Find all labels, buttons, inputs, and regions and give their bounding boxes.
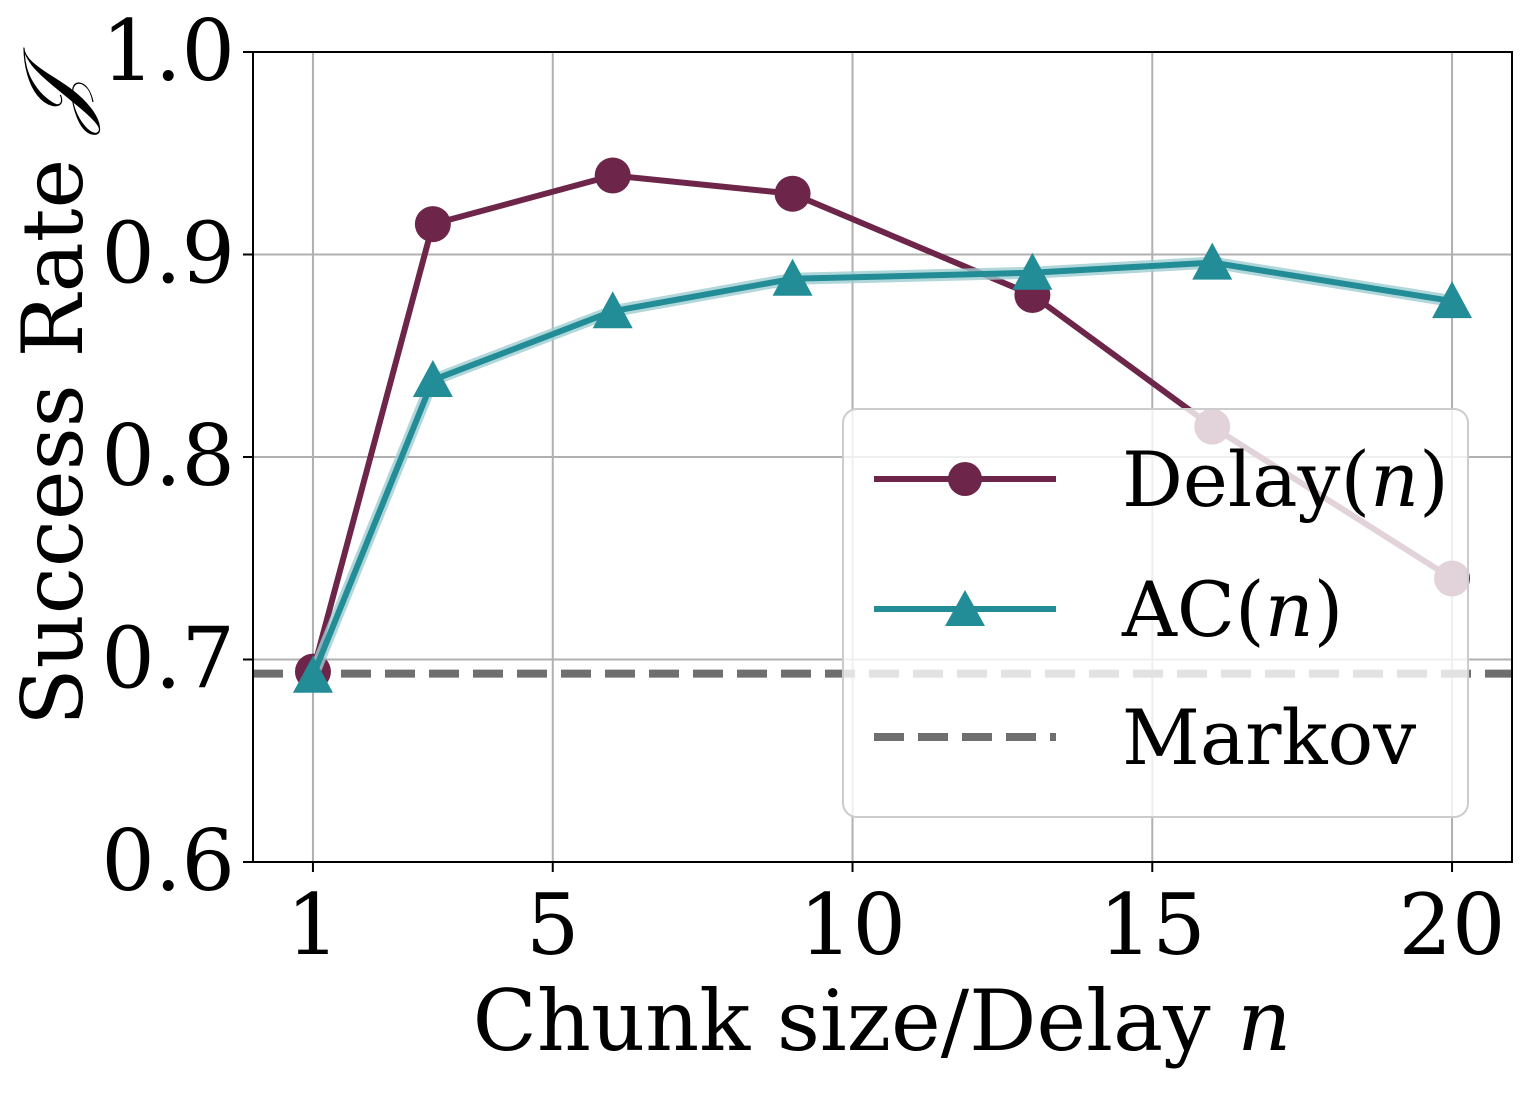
series-delay-point xyxy=(774,175,811,212)
legend-item-ac: AC(n) xyxy=(874,565,1343,654)
x-axis-title: Chunk size/Delay n xyxy=(473,972,1292,1070)
legend-label-delay-text: Delay( xyxy=(1122,435,1370,524)
series-ac-point xyxy=(1432,281,1473,319)
y-tick-label: 0.8 xyxy=(101,407,235,505)
x-axis-title-variable: n xyxy=(1237,972,1291,1070)
x-axis-title-text: Chunk size/Delay xyxy=(473,972,1238,1070)
y-tick-label: 0.7 xyxy=(101,610,235,708)
series-delay-point xyxy=(594,157,631,194)
series-ac-point xyxy=(772,258,813,296)
legend-label-delay-var: n xyxy=(1370,435,1419,524)
y-ticks: 0.6 0.7 0.8 0.9 1.0 xyxy=(101,2,253,910)
legend-label-delay-end: ) xyxy=(1419,435,1449,524)
y-axis-title-text: Success Rate xyxy=(4,132,102,726)
legend-box xyxy=(842,408,1469,818)
legend-label-ac-text: AC( xyxy=(1121,565,1265,654)
series-ac-point xyxy=(592,291,633,329)
x-tick-label: 10 xyxy=(799,876,906,974)
x-tick-label: 1 xyxy=(286,876,339,974)
x-tick-label: 20 xyxy=(1399,876,1506,974)
legend-item-delay: Delay(n) xyxy=(874,435,1449,524)
legend-label-markov: Markov xyxy=(1122,693,1416,782)
y-axis-title: Success Rate 𝒥 xyxy=(4,47,102,726)
legend-label-ac-end: ) xyxy=(1314,565,1344,654)
legend: Delay(n) AC(n) Markov xyxy=(842,408,1469,818)
x-tick-label: 5 xyxy=(526,876,579,974)
legend-item-markov: Markov xyxy=(874,693,1416,782)
y-tick-label: 0.6 xyxy=(101,812,235,910)
y-axis-title-variable: 𝒥 xyxy=(4,47,102,136)
series-ac-point xyxy=(1192,242,1233,280)
legend-swatch-delay-marker xyxy=(948,462,982,496)
legend-label-ac: AC(n) xyxy=(1121,565,1343,654)
legend-swatch-ac-marker xyxy=(945,590,985,626)
series-ac-point xyxy=(1012,252,1053,290)
series-delay-point xyxy=(414,206,451,243)
y-tick-label: 1.0 xyxy=(101,2,235,100)
series-ac xyxy=(292,242,1473,693)
x-tick-label: 15 xyxy=(1099,876,1206,974)
legend-label-delay: Delay(n) xyxy=(1122,435,1449,524)
x-ticks: 1 5 10 15 20 xyxy=(286,862,1505,974)
series-ac-point xyxy=(292,655,333,693)
y-tick-label: 0.9 xyxy=(101,205,235,303)
series-ac-point xyxy=(412,360,453,398)
legend-label-ac-var: n xyxy=(1265,565,1314,654)
